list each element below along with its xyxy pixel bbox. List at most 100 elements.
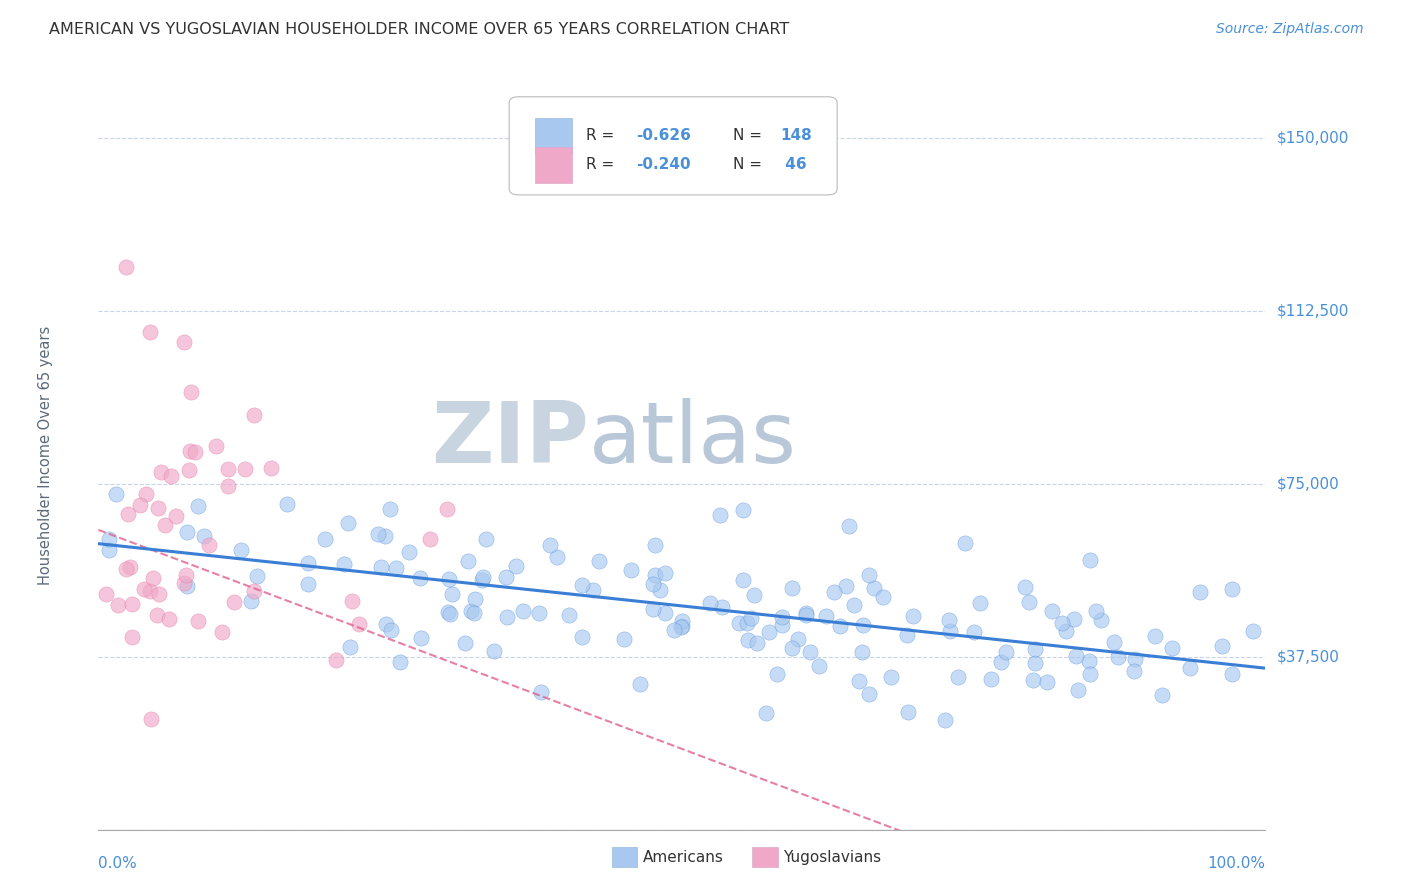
Point xyxy=(835,579,858,593)
Point xyxy=(260,461,283,475)
Point xyxy=(644,538,666,552)
Point xyxy=(198,538,221,552)
Point xyxy=(115,260,138,274)
Point xyxy=(546,549,568,564)
Point xyxy=(179,444,201,458)
Point xyxy=(1160,640,1182,655)
Point xyxy=(337,516,360,530)
Point xyxy=(838,519,860,533)
Text: R =: R = xyxy=(586,128,619,143)
Point xyxy=(464,591,486,606)
Point xyxy=(1054,624,1077,638)
Point xyxy=(711,599,734,614)
Text: Yugoslavians: Yugoslavians xyxy=(783,850,882,864)
Point xyxy=(436,502,458,516)
Point xyxy=(141,712,163,726)
Point xyxy=(934,713,956,727)
Point xyxy=(411,631,433,645)
Point xyxy=(347,616,370,631)
Point xyxy=(1018,595,1040,609)
Point xyxy=(107,599,129,613)
Point xyxy=(1063,612,1085,626)
Point xyxy=(325,652,347,666)
Point xyxy=(1090,613,1112,627)
Point xyxy=(664,623,686,637)
Point xyxy=(740,611,762,625)
Point xyxy=(1014,580,1036,594)
Point xyxy=(571,630,593,644)
Point xyxy=(1024,656,1046,670)
Point xyxy=(823,585,845,599)
Point xyxy=(118,560,141,574)
Point xyxy=(173,575,195,590)
Text: $75,000: $75,000 xyxy=(1277,476,1340,491)
Point xyxy=(187,500,209,514)
Point xyxy=(276,497,298,511)
Point xyxy=(176,525,198,540)
Point xyxy=(1102,635,1125,649)
Point xyxy=(1064,649,1087,664)
Point xyxy=(1220,582,1243,597)
Point xyxy=(654,566,676,580)
Point xyxy=(963,624,986,639)
Point xyxy=(512,604,534,618)
Point xyxy=(176,579,198,593)
Point xyxy=(1052,616,1074,631)
Point xyxy=(297,577,319,591)
Point xyxy=(222,595,245,609)
Point xyxy=(105,487,128,501)
Point xyxy=(98,532,121,546)
Point xyxy=(571,578,593,592)
Point xyxy=(613,632,636,646)
FancyBboxPatch shape xyxy=(509,96,837,195)
Point xyxy=(755,706,778,720)
Point xyxy=(669,620,692,634)
Point xyxy=(1220,667,1243,681)
Point xyxy=(901,608,924,623)
Point xyxy=(794,608,817,623)
Point xyxy=(142,572,165,586)
Text: -0.626: -0.626 xyxy=(637,128,692,143)
Point xyxy=(1022,673,1045,688)
Point xyxy=(114,562,136,576)
Point xyxy=(938,613,960,627)
Point xyxy=(815,608,838,623)
Point xyxy=(619,563,641,577)
Point xyxy=(1067,683,1090,698)
Point xyxy=(177,463,200,477)
Text: 100.0%: 100.0% xyxy=(1208,855,1265,871)
Point xyxy=(880,670,903,684)
Point xyxy=(799,645,821,659)
Point xyxy=(858,567,880,582)
Point xyxy=(780,640,803,655)
Point xyxy=(588,554,610,568)
Point xyxy=(211,625,233,640)
Text: $112,500: $112,500 xyxy=(1277,303,1348,318)
Point xyxy=(628,677,651,691)
Point xyxy=(437,572,460,586)
Point xyxy=(374,529,396,543)
Point xyxy=(117,508,139,522)
Point xyxy=(148,587,170,601)
Point xyxy=(728,616,751,631)
Point xyxy=(496,610,519,624)
Point xyxy=(709,508,731,523)
Text: Americans: Americans xyxy=(643,850,724,864)
Point xyxy=(153,517,176,532)
Text: atlas: atlas xyxy=(589,399,797,482)
Point xyxy=(862,581,884,595)
Point xyxy=(745,636,768,650)
Point xyxy=(314,533,336,547)
Point xyxy=(440,587,463,601)
Point xyxy=(454,636,477,650)
Point xyxy=(217,462,239,476)
Point xyxy=(1040,604,1063,618)
Point xyxy=(582,583,605,598)
Point xyxy=(848,674,870,689)
Text: -0.240: -0.240 xyxy=(637,157,690,172)
Point xyxy=(1123,651,1146,665)
Point xyxy=(851,645,873,659)
Point xyxy=(1078,667,1101,681)
Point xyxy=(187,614,209,628)
Point xyxy=(96,587,118,601)
